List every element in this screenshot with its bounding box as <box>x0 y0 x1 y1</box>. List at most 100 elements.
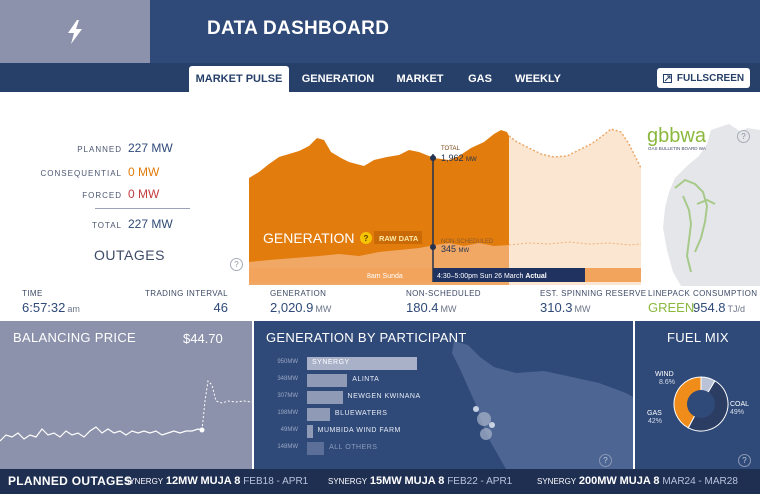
ticker-dates: FEB18 - APR1 <box>243 476 309 487</box>
metric-non-scheduled-value: 180.4 MW <box>406 300 481 315</box>
balancing-price-chart <box>0 379 252 442</box>
fuel-mix-chart: WIND 8.6% COAL 49% GAS 42% <box>647 371 749 432</box>
tab-gas[interactable]: GAS <box>468 73 492 85</box>
participant-bar <box>307 442 325 455</box>
participant-bar-label: SYNERGY <box>312 359 350 366</box>
outage-total-value: 227 MW <box>128 217 173 231</box>
metric-non-scheduled-unit: MW <box>440 304 457 314</box>
balancing-price-line <box>0 426 203 442</box>
participant-bar-label: ALL OTHERS <box>329 444 378 451</box>
metric-spinning-reserve: EST. SPINNING RESERVE 310.3 MW <box>540 289 647 315</box>
fuel-mix-title: FUEL MIX <box>667 330 729 345</box>
fuel-wind-value: 8.6% <box>659 379 675 386</box>
outage-forced-label: FORCED <box>82 191 122 200</box>
outage-planned-number: 227 <box>128 141 149 155</box>
outages-title: OUTAGES <box>94 247 165 263</box>
balancing-price-panel[interactable]: BALANCING PRICE $44.70 <box>0 321 252 469</box>
planned-outages-ticker[interactable]: PLANNED OUTAGES SYNERGY 12MW MUJA 8 FEB1… <box>0 469 760 494</box>
participant-help-icon[interactable]: ? <box>599 454 612 467</box>
timeline-selected-label: 4:30–5:00pm Sun 26 March Actual <box>437 273 547 280</box>
participant-bar-row[interactable]: 49MW MUMBIDA WIND FARM <box>264 425 484 438</box>
gas-pipeline-south <box>682 195 693 273</box>
participant-bar-row[interactable]: 148MW ALL OTHERS <box>264 442 484 455</box>
ticker-participant: SYNERGY <box>328 477 368 486</box>
fuel-mix-panel[interactable]: FUEL MIX WIND 8.6% COAL 49% GAS 42% ? <box>635 321 760 469</box>
generation-help-icon[interactable] <box>360 232 372 244</box>
total-label: TOTAL <box>441 146 460 152</box>
ticker-item[interactable]: SYNERGY 200MW MUJA 8 MAR24 - MAR28 <box>537 475 738 487</box>
participant-bar <box>307 425 313 438</box>
participant-bar-mw: 148MW <box>277 444 298 450</box>
metric-generation-label: GENERATION <box>270 289 327 298</box>
outage-forced-number: 0 <box>128 187 135 201</box>
participant-bar-row[interactable]: 307MW NEWGEN KWINANA <box>264 391 484 404</box>
ticker-mw-unit: MW <box>178 475 198 487</box>
ticker-unit-name: MUJA 8 <box>404 475 445 487</box>
metric-trading-interval-value: 46 <box>213 300 228 315</box>
ticker-unit-name: MUJA 8 <box>619 475 660 487</box>
ticker-mw: 200 <box>578 475 598 487</box>
metric-consumption-unit: TJ/d <box>727 304 746 314</box>
fuel-mix-help-icon[interactable]: ? <box>738 454 751 467</box>
ticker-item[interactable]: SYNERGY 12MW MUJA 8 FEB18 - APR1 <box>124 475 308 487</box>
participant-bar-mw: 307MW <box>277 393 298 399</box>
outage-forced-value: 0 MW <box>128 187 159 201</box>
balancing-price-value: $44.70 <box>183 331 223 346</box>
outage-planned-label: PLANNED <box>77 145 122 154</box>
metric-consumption-label: CONSUMPTION <box>693 289 758 298</box>
fuel-coal-value: 49% <box>730 409 744 416</box>
outage-divider <box>95 208 190 209</box>
metric-time-unit: am <box>67 304 80 314</box>
timeline-left-label: 8am Sunda <box>367 273 403 280</box>
forecast-generation-line <box>508 128 641 169</box>
participant-bar-row[interactable]: 198MW BLUEWATERS <box>264 408 484 421</box>
metric-spinning-reserve-label: EST. SPINNING RESERVE <box>540 289 647 298</box>
generation-chart-help-icon[interactable]: ? <box>230 258 243 271</box>
wa-coast-shape <box>663 124 760 286</box>
total-cursor-dot <box>430 155 436 161</box>
participant-bar-mw: 198MW <box>277 410 298 416</box>
nonsched-label: NON-SCHEDULED <box>441 239 494 245</box>
outage-consequential-label: CONSEQUENTIAL <box>40 169 122 178</box>
participant-bar-row[interactable]: 950MW SYNERGY <box>264 357 484 370</box>
gbb-help-icon[interactable]: ? <box>737 130 750 143</box>
ticker-mw-unit: MW <box>382 475 402 487</box>
participant-bar-row[interactable]: 348MW ALINTA <box>264 374 484 387</box>
tab-generation[interactable]: GENERATION <box>301 73 375 85</box>
outage-planned-unit: MW <box>151 141 173 155</box>
metric-time-label: TIME <box>22 289 43 298</box>
total-value: 1,962 MW <box>441 153 477 163</box>
fuel-gas-value: 42% <box>648 418 662 425</box>
ticker-mw: 15 <box>369 475 383 487</box>
ticker-title: PLANNED OUTAGES <box>8 474 133 488</box>
gbb-subtitle: GAS BULLETIN BOARD WA <box>648 146 706 151</box>
metric-non-scheduled-number: 180.4 <box>406 300 439 315</box>
metric-generation-number: 2,020.9 <box>270 300 314 315</box>
ticker-item[interactable]: SYNERGY 15MW MUJA 8 FEB22 - APR1 <box>328 475 512 487</box>
metric-generation-unit: MW <box>315 304 332 314</box>
tab-market[interactable]: MARKET <box>396 73 444 85</box>
metric-non-scheduled: NON-SCHEDULED 180.4 MW <box>406 289 481 315</box>
total-value-unit: MW <box>466 157 477 163</box>
metric-consumption-value: 954.8 TJ/d <box>693 300 757 315</box>
timeline-selected-range[interactable] <box>433 268 585 282</box>
metric-non-scheduled-label: NON-SCHEDULED <box>406 289 481 298</box>
participant-title: GENERATION BY PARTICIPANT <box>266 330 467 345</box>
tab-market-pulse[interactable]: MARKET PULSE <box>189 66 289 92</box>
gas-pipeline-branch <box>696 198 716 205</box>
fullscreen-label: FULLSCREEN <box>676 72 745 84</box>
tab-weekly[interactable]: WEEKLY <box>514 73 562 85</box>
participant-bar <box>307 374 348 387</box>
raw-data-button[interactable] <box>374 231 422 244</box>
generation-by-participant-panel[interactable]: GENERATION BY PARTICIPANT 950MW SYNERGY 34… <box>254 321 633 469</box>
outage-consequential-value: 0 MW <box>128 165 159 179</box>
fullscreen-button[interactable]: FULLSCREEN <box>657 68 750 88</box>
logo-box[interactable] <box>0 0 150 63</box>
generation-chart[interactable]: 8am Sunda 4:30–5:00pm Sun 26 March Actua… <box>249 102 641 285</box>
metric-linepack-label: LINEPACK <box>648 289 691 298</box>
outage-forced-unit: MW <box>138 187 160 201</box>
participant-bar-mw: 49MW <box>280 427 298 433</box>
gbb-map[interactable]: gbbwa GAS BULLETIN BOARD WA <box>641 100 760 286</box>
ticker-dates: MAR24 - MAR28 <box>662 476 738 487</box>
outage-planned: PLANNED 227 MW <box>40 141 190 157</box>
